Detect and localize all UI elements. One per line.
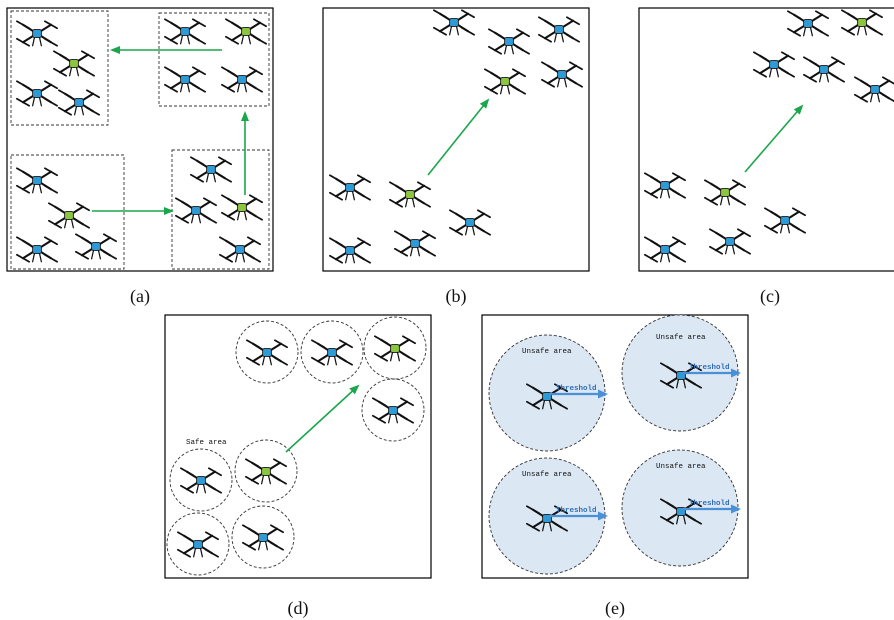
safe-area-circle [363,316,427,380]
safe-area-circle [300,320,364,384]
panel-d-caption: (d) [288,598,309,619]
panel-a: (a) [6,7,274,307]
unsafe-area-label: Unsafe area [522,471,572,479]
safe-area-circle [166,512,230,576]
panel-a-caption: (a) [130,286,150,307]
group-box [10,10,109,126]
threshold-label: Threshold [689,364,730,372]
panel-c: (c) [638,7,894,307]
unsafe-area-label: Unsafe area [522,348,572,356]
threshold-label: Threshold [556,507,597,515]
threshold-label: Threshold [689,500,730,508]
panel-c-caption: (c) [760,286,780,307]
safe-area-circle [361,378,425,442]
safe-area-circle [234,439,298,503]
movement-arrow [285,384,360,453]
unsafe-area-label: Unsafe area [656,334,706,342]
panel-e-caption: (e) [605,598,625,619]
movement-arrow [744,104,804,173]
unsafe-area-label: Unsafe area [656,463,706,471]
safe-area-circle [235,320,299,384]
group-box [10,154,125,270]
safe-area-circle [231,505,295,569]
panel-a-frame [6,7,274,272]
safe-area-label: Safe area [186,439,227,447]
panel-b: (b) [322,7,590,307]
panel-d: Safe area (d) [164,314,432,619]
threshold-label: Threshold [556,385,597,393]
movement-arrow [427,98,490,176]
group-box [158,12,270,107]
panel-b-caption: (b) [446,286,467,307]
panel-e: Unsafe area Unsafe area Unsafe area Unsa… [481,314,749,619]
panel-c-frame [638,7,894,272]
safe-area-circle [169,448,233,512]
